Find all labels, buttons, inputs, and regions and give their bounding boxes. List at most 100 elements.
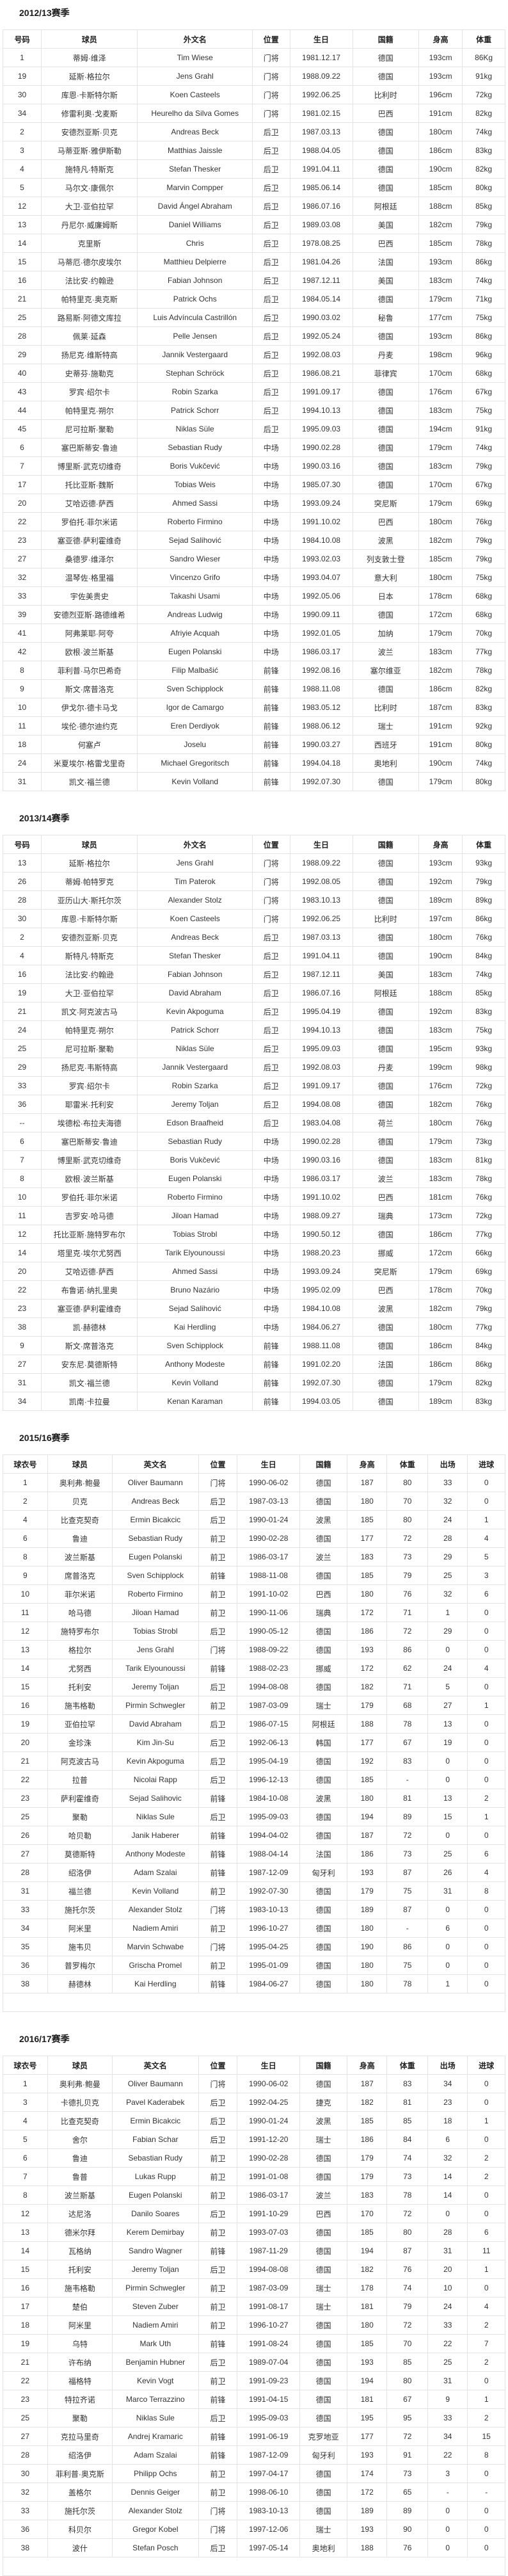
table-cell: 后卫 (198, 1807, 238, 1826)
table-row: 8 波兰斯基 Eugen Polanski 前卫 1986-03-17 波兰 183 78 14… (3, 2186, 505, 2205)
table-cell: Nadiem Amiri (112, 1919, 199, 1938)
table-cell: 瑞士 (299, 1696, 348, 1715)
table-cell: 鲁迪 (47, 2148, 113, 2168)
table-cell: 安德烈亚斯·贝克 (41, 928, 138, 947)
table-cell: 183cm (418, 642, 463, 661)
table-cell: 29 (427, 1547, 468, 1566)
table-cell: 1984-10-08 (237, 1789, 301, 1808)
table-cell: Roberto Firmino (137, 512, 253, 531)
table-cell: 绍洛伊 (47, 1863, 113, 1882)
table-cell: 巴西 (352, 1280, 419, 1300)
table-cell: 193 (347, 2520, 388, 2539)
table-cell: 19 (2, 67, 42, 86)
table-cell: 1994-04-02 (237, 1826, 301, 1845)
table-cell: 卡德扎贝克 (47, 2093, 113, 2112)
table-cell: 188 (347, 1714, 388, 1734)
table-cell: 后卫 (251, 345, 290, 364)
table-cell: 突尼斯 (352, 1262, 419, 1281)
table-cell: 25 (2, 1039, 42, 1058)
table-cell: 加纳 (352, 624, 419, 643)
table-cell: 91kg (462, 419, 505, 439)
table-cell: 182cm (418, 1095, 463, 1114)
table-cell: 前卫 (198, 2223, 238, 2242)
table-row: 28 绍洛伊 Adam Szalai 前锋 1987-12-09 匈牙利 193 91 22 8 (3, 2445, 505, 2465)
table-cell: 0 (467, 1677, 505, 1696)
table-cell: Lukas Rupp (112, 2167, 199, 2186)
table-cell: 183cm (418, 1150, 463, 1170)
table-cell: Fabian Johnson (137, 965, 253, 984)
table-cell: 22 (427, 2445, 468, 2465)
column-header: 位置 (198, 1454, 238, 1474)
table-cell: 1990.02.28 (289, 438, 353, 457)
table-cell: 34 (427, 2074, 468, 2093)
table-cell: 6 (467, 1584, 505, 1604)
table-cell: 76 (386, 2538, 429, 2557)
table-cell: 后卫 (251, 252, 290, 271)
table-cell: 聚勒 (47, 2408, 113, 2427)
table-cell: 0 (467, 1900, 505, 1919)
table-cell: 门将 (198, 2501, 238, 2520)
table-cell: 前卫 (198, 1603, 238, 1622)
table-cell: Tarik Elyounoussi (112, 1659, 199, 1678)
table-cell: 门将 (251, 48, 290, 67)
table-cell: 80 (386, 2371, 429, 2390)
table-cell: 巴西 (352, 1187, 419, 1207)
table-cell: 门将 (198, 2074, 238, 2093)
table-cell: 门将 (251, 104, 290, 123)
table-cell: 中场 (251, 438, 290, 457)
table-cell: 后卫 (251, 928, 290, 947)
table-cell: 1984.05.14 (289, 289, 353, 309)
table-cell: 中场 (251, 456, 290, 476)
table-cell: 修雷利奥·戈麦斯 (41, 104, 138, 123)
table-row: 9 席普洛克 Sven Schipplock 前锋 1988-11-08 德国 185 79 2… (3, 1566, 505, 1585)
column-header: 国籍 (299, 1454, 348, 1474)
table-cell: 前卫 (198, 2371, 238, 2390)
table-cell: 1986-07-15 (237, 1714, 301, 1734)
table-cell: 1995-09-03 (237, 1807, 301, 1826)
table-cell: 10 (3, 1584, 48, 1604)
table-cell: 前锋 (251, 661, 290, 680)
table-cell: 1992.08.03 (289, 1058, 353, 1077)
table-cell: Andrej Kramaric (112, 2427, 199, 2446)
table-cell: Pirmin Schwegler (112, 1696, 199, 1715)
table-cell: 185 (347, 1566, 388, 1585)
table-cell: 33 (427, 1473, 468, 1492)
table-cell: 193 (347, 2353, 388, 2372)
table-cell: 1994.10.13 (289, 1020, 353, 1040)
table-cell: 1992.06.25 (289, 909, 353, 928)
table-cell: 门将 (251, 872, 290, 891)
table-cell: 后卫 (251, 1002, 290, 1021)
table-cell: 1991.09.17 (289, 382, 353, 401)
table-cell: 1992-06-13 (237, 1733, 301, 1752)
table-cell: 67 (386, 1733, 429, 1752)
table-row: 19 乌特 Mark Uth 前锋 1991-08-24 德国 185 70 22 7 (3, 2334, 505, 2353)
table-cell: 后卫 (198, 1770, 238, 1789)
table-row: 4 比查克契奇 Ermin Bicakcic 后卫 1990-01-24 波黑 185 85 1… (3, 2111, 505, 2130)
table-cell: 中场 (251, 1299, 290, 1318)
table-cell: 67 (386, 2390, 429, 2409)
table-cell: 8 (2, 1169, 42, 1188)
table-cell: 0 (467, 1770, 505, 1789)
table-cell: 德国 (299, 2315, 348, 2335)
table-cell: 1983-10-13 (237, 2501, 301, 2520)
table-cell: 19 (3, 1714, 48, 1734)
table-cell: 15 (3, 1677, 48, 1696)
table-cell: 德国 (299, 1751, 348, 1771)
column-header: 出场 (427, 2056, 468, 2075)
table-cell: 26 (427, 1863, 468, 1882)
table-cell: 41 (2, 624, 42, 643)
table-row: 34 修雷利奥·戈麦斯 Heurelho da Silva Gomes 门将 1981.… (2, 104, 505, 123)
table-row: 6 鲁迪 Sebastian Rudy 前卫 1990-02-28 德国 177 72 28 4 (3, 1529, 505, 1548)
table-cell: 180cm (418, 568, 463, 587)
table-cell: 180 (347, 2315, 388, 2335)
table-cell: 后卫 (198, 1733, 238, 1752)
table-cell: 75kg (462, 401, 505, 420)
table-cell: 伊戈尔·德卡马戈 (41, 698, 138, 717)
table-cell: 70 (386, 2334, 429, 2353)
table-cell: 埃德松·布拉夫海德 (41, 1113, 138, 1132)
table-cell: 74kg (462, 438, 505, 457)
table-cell: 1984.10.08 (289, 531, 353, 550)
table-cell: 1988.09.22 (289, 853, 353, 873)
column-header: 身高 (418, 835, 463, 854)
table-cell: 31 (2, 1373, 42, 1392)
